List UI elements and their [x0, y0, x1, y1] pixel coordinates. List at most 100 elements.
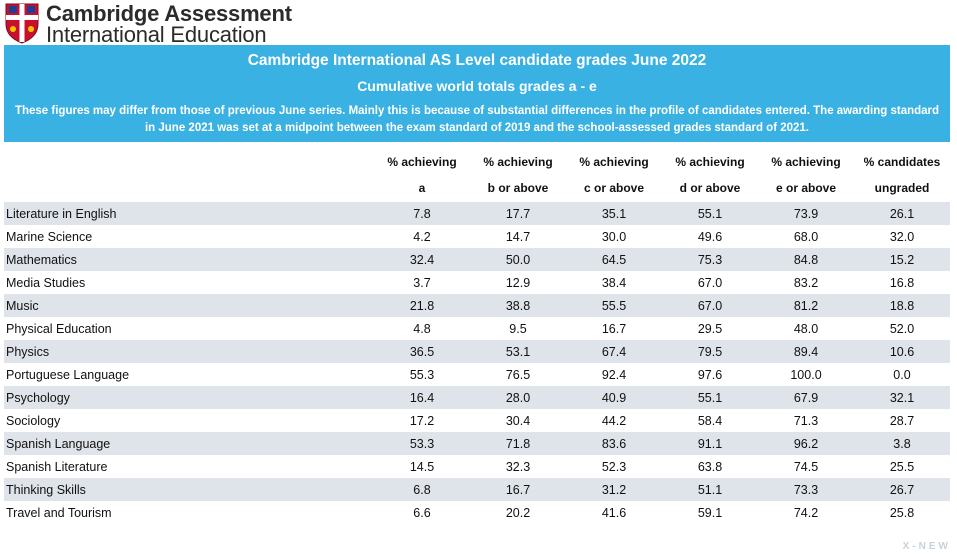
table-row: Music 21.8 38.8 55.5 67.0 81.2 18.8: [4, 294, 950, 317]
value-cell: 53.1: [470, 340, 566, 363]
value-cell: 16.7: [470, 478, 566, 501]
value-cell: 53.3: [374, 432, 470, 455]
value-cell: 76.5: [505, 367, 531, 382]
table-header-row: % achieving a % achieving b or above % ach…: [4, 146, 950, 202]
value-cell: 83.2: [793, 275, 819, 290]
subject-cell: Physics: [4, 340, 374, 363]
value-cell: 16.4: [374, 386, 470, 409]
value-cell: 67.4: [566, 340, 662, 363]
value-cell: 0.0: [893, 367, 911, 382]
value-cell: 14.7: [505, 229, 531, 244]
value-cell: 55.1: [662, 202, 758, 225]
column-header: % achieving a: [387, 155, 457, 195]
value-cell: 26.7: [854, 478, 950, 501]
value-cell: 83.6: [566, 432, 662, 455]
value-cell: 26.1: [854, 202, 950, 225]
logo: Cambridge Assessment International Educa…: [4, 2, 292, 46]
value-cell: 10.6: [854, 340, 950, 363]
value-cell: 4.2: [413, 229, 431, 244]
table-row: Marine Science 4.2 14.7 30.0 49.6 68.0 32.0: [4, 225, 950, 248]
value-cell: 96.2: [758, 432, 854, 455]
value-cell: 75.3: [662, 248, 758, 271]
value-cell: 7.8: [374, 202, 470, 225]
value-cell: 29.5: [697, 321, 723, 336]
value-cell: 74.2: [793, 505, 819, 520]
value-cell: 81.2: [758, 294, 854, 317]
table-row: Portuguese Language 55.3 76.5 92.4 97.6 100.0…: [4, 363, 950, 386]
value-cell: 6.8: [374, 478, 470, 501]
value-cell: 92.4: [601, 367, 627, 382]
value-cell: 58.4: [697, 413, 723, 428]
value-cell: 31.2: [566, 478, 662, 501]
value-cell: 32.1: [854, 386, 950, 409]
table-row: Media Studies 3.7 12.9 38.4 67.0 83.2 16.8: [4, 271, 950, 294]
value-cell: 38.4: [601, 275, 627, 290]
value-cell: 32.0: [889, 229, 915, 244]
table-row: Sociology 17.2 30.4 44.2 58.4 71.3 28.7: [4, 409, 950, 432]
value-cell: 40.9: [566, 386, 662, 409]
subject-cell: Travel and Tourism: [6, 505, 112, 520]
crest-icon: [5, 3, 39, 44]
value-cell: 17.2: [409, 413, 435, 428]
value-cell: 17.7: [470, 202, 566, 225]
value-cell: 71.8: [470, 432, 566, 455]
watermark: X-NEW: [902, 541, 951, 552]
subject-cell: Sociology: [6, 413, 61, 428]
table-row: Physics 36.5 53.1 67.4 79.5 89.4 10.6: [4, 340, 950, 363]
value-cell: 91.1: [662, 432, 758, 455]
subject-cell: Marine Science: [6, 229, 93, 244]
value-cell: 59.1: [697, 505, 723, 520]
value-cell: 28.0: [470, 386, 566, 409]
value-cell: 3.7: [413, 275, 431, 290]
value-cell: 84.8: [758, 248, 854, 271]
value-cell: 15.2: [854, 248, 950, 271]
value-cell: 20.2: [505, 505, 531, 520]
column-header: % candidates ungraded: [863, 155, 941, 195]
table-row: Literature in English 7.8 17.7 35.1 55.1 73.9…: [4, 202, 950, 225]
grades-table: % achieving a % achieving b or above % ach…: [4, 146, 950, 524]
value-cell: 32.4: [374, 248, 470, 271]
value-cell: 67.9: [758, 386, 854, 409]
subject-cell: Psychology: [4, 386, 374, 409]
subject-cell: Physical Education: [6, 321, 112, 336]
value-cell: 16.8: [889, 275, 915, 290]
subject-cell: Music: [4, 294, 374, 317]
subject-cell: Mathematics: [4, 248, 374, 271]
value-cell: 35.1: [566, 202, 662, 225]
value-cell: 52.3: [601, 459, 627, 474]
value-cell: 4.8: [413, 321, 431, 336]
value-cell: 12.9: [505, 275, 531, 290]
table-row: Spanish Literature 14.5 32.3 52.3 63.8 74.5 25…: [4, 455, 950, 478]
value-cell: 16.7: [601, 321, 627, 336]
value-cell: 55.3: [409, 367, 435, 382]
value-cell: 63.8: [697, 459, 723, 474]
value-cell: 74.5: [793, 459, 819, 474]
subject-cell: Portuguese Language: [6, 367, 130, 382]
value-cell: 67.0: [697, 275, 723, 290]
value-cell: 89.4: [758, 340, 854, 363]
value-cell: 55.1: [662, 386, 758, 409]
value-cell: 41.6: [601, 505, 627, 520]
value-cell: 73.3: [758, 478, 854, 501]
value-cell: 50.0: [470, 248, 566, 271]
value-cell: 3.8: [854, 432, 950, 455]
column-header: % achieving c or above: [579, 155, 649, 195]
subject-cell: Thinking Skills: [4, 478, 374, 501]
value-cell: 79.5: [662, 340, 758, 363]
value-cell: 68.0: [793, 229, 819, 244]
value-cell: 30.0: [601, 229, 627, 244]
title-banner: Cambridge International AS Level candida…: [4, 45, 950, 142]
column-header: % achieving e or above: [771, 155, 841, 195]
value-cell: 49.6: [697, 229, 723, 244]
header-subject: [4, 146, 374, 202]
value-cell: 25.8: [889, 505, 915, 520]
value-cell: 25.5: [889, 459, 915, 474]
value-cell: 100.0: [790, 367, 822, 382]
value-cell: 71.3: [793, 413, 819, 428]
page-title: Cambridge International AS Level candida…: [247, 52, 707, 69]
value-cell: 6.6: [413, 505, 431, 520]
value-cell: 97.6: [697, 367, 723, 382]
column-header: % achieving d or above: [675, 155, 745, 195]
value-cell: 21.8: [374, 294, 470, 317]
org-name-line1: Cambridge Assessment: [46, 1, 292, 26]
